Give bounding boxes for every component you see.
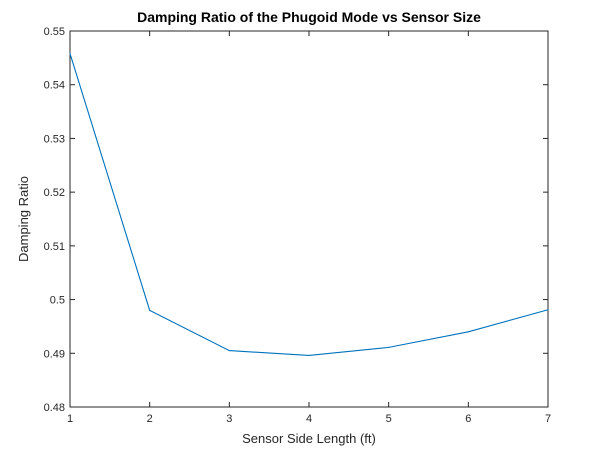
y-tick-label: 0.48 <box>44 402 65 414</box>
x-tick-label: 4 <box>306 413 312 425</box>
data-point <box>308 354 310 357</box>
data-point <box>467 331 469 333</box>
y-tick-label: 0.53 <box>44 133 65 145</box>
x-axis-label: Sensor Side Length (ft) <box>242 431 376 446</box>
y-tick-label: 0.52 <box>44 187 65 199</box>
y-tick-label: 0.54 <box>44 80 65 92</box>
plot-area: 0.48 0.49 0.5 0.51 0.52 0.53 0.54 0.55 1 2 3 4 5 6 7 <box>44 26 551 425</box>
x-tick-label: 1 <box>67 413 73 425</box>
y-tick-label: 0.49 <box>44 348 65 360</box>
chart-title: Damping Ratio of the Phugoid Mode vs Sen… <box>137 9 481 25</box>
data-point <box>69 52 71 55</box>
x-tick-label: 5 <box>386 413 392 425</box>
series-points <box>69 52 549 357</box>
y-tick-label: 0.5 <box>50 295 65 307</box>
plot-frame <box>69 30 549 408</box>
data-point <box>547 309 549 311</box>
data-point <box>388 346 390 348</box>
x-tick-label: 6 <box>465 413 471 425</box>
data-point <box>228 350 230 352</box>
x-tick-label: 7 <box>545 413 551 425</box>
x-axis-ticks: 1 2 3 4 5 6 7 <box>67 31 551 425</box>
series-line <box>69 53 549 356</box>
x-tick-label: 2 <box>147 413 153 425</box>
y-tick-label: 0.55 <box>44 26 65 38</box>
y-tick-label: 0.51 <box>44 241 65 253</box>
x-tick-label: 3 <box>226 413 232 425</box>
data-point <box>149 309 151 311</box>
y-axis-ticks: 0.48 0.49 0.5 0.51 0.52 0.53 0.54 0.55 <box>44 26 548 414</box>
y-axis-label: Damping Ratio <box>16 176 31 262</box>
